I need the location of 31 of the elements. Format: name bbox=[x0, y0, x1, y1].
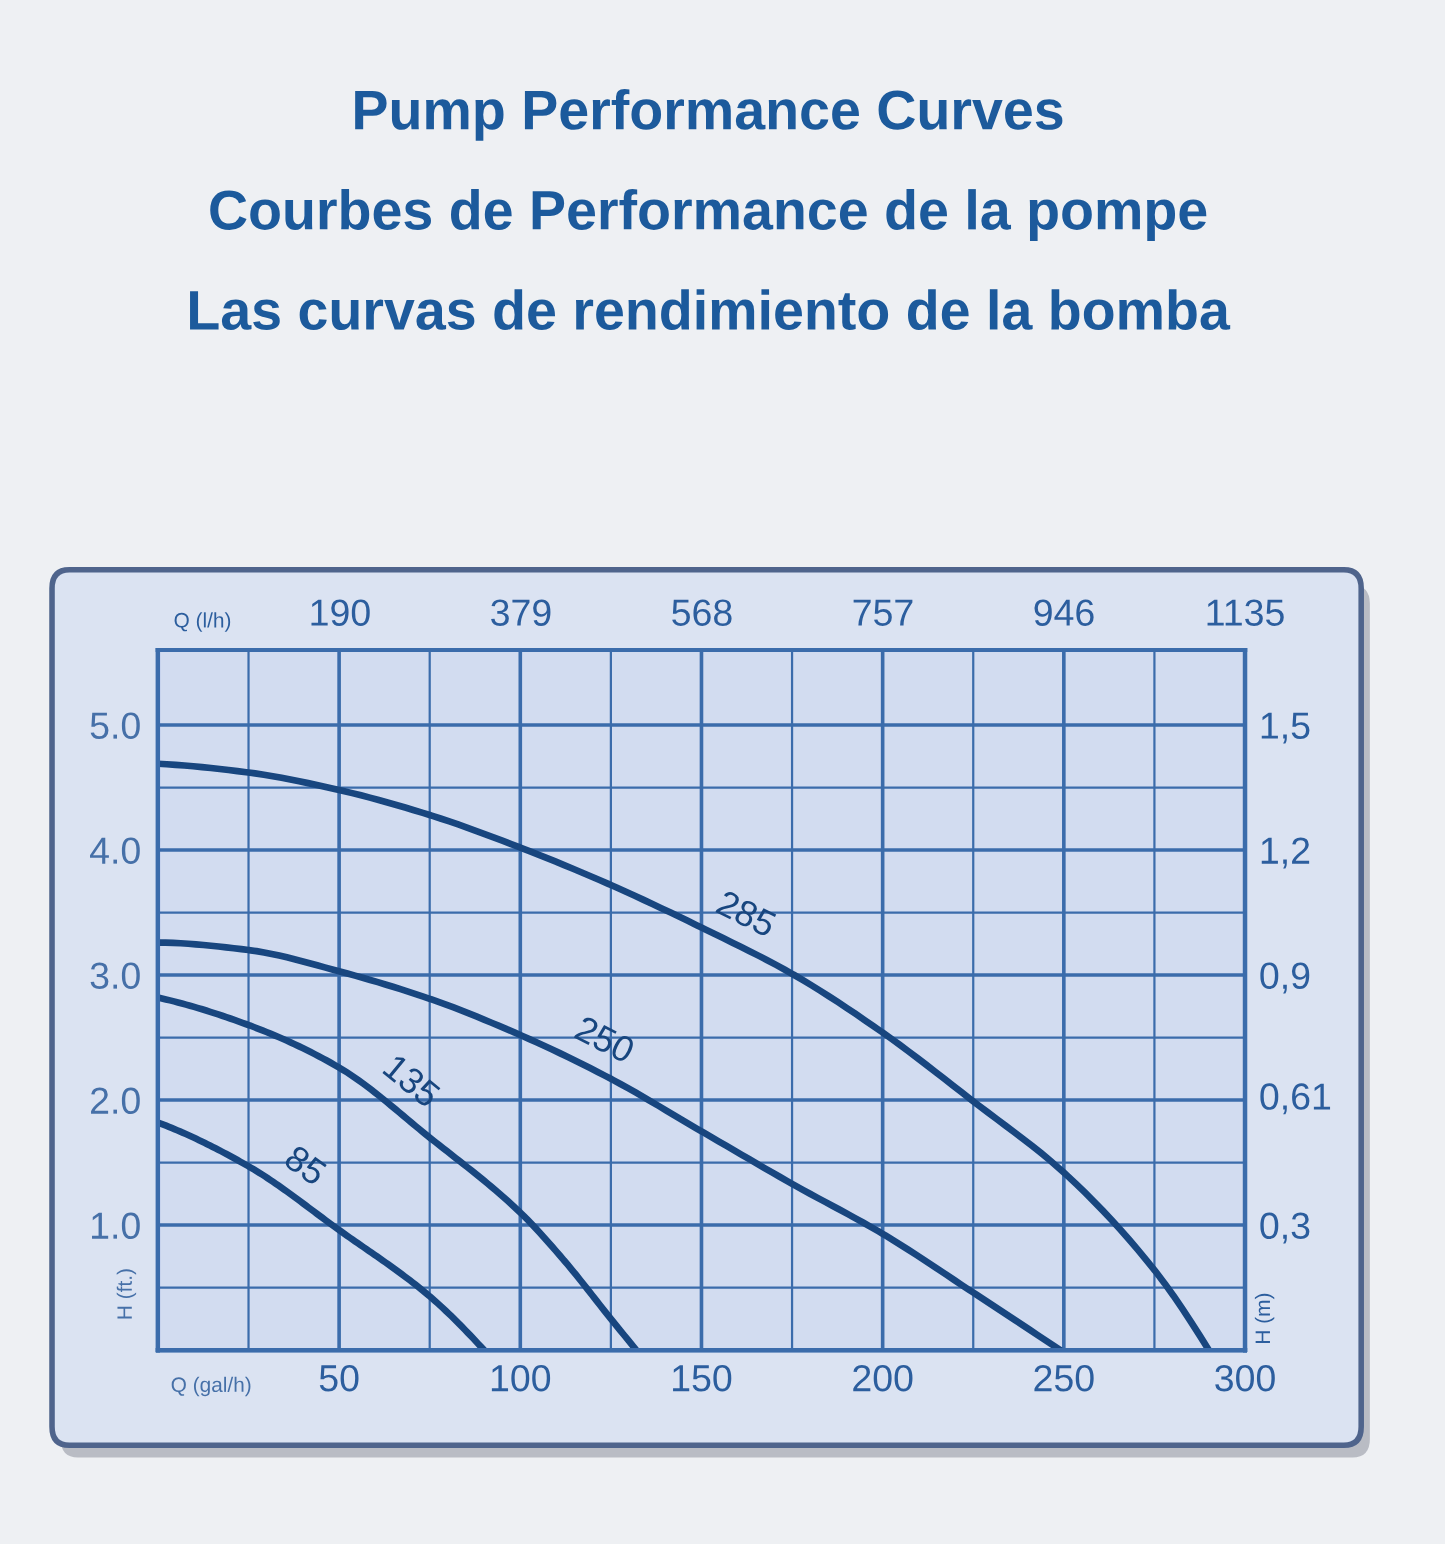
x-tick-label: 50 bbox=[319, 1364, 359, 1392]
y-tick-label: 2.0 bbox=[91, 1087, 140, 1115]
x-tick-label: 100 bbox=[491, 1364, 551, 1392]
y2-tick-label: 1,2 bbox=[1261, 837, 1310, 869]
text: 135 bbox=[382, 1053, 442, 1109]
text: 85 bbox=[283, 1144, 329, 1187]
y2-axis-title: H (m) bbox=[1254, 1293, 1275, 1343]
x2-tick-label: 379 bbox=[491, 599, 551, 626]
x2-axis-title: Q (l/h) bbox=[174, 612, 231, 632]
x2-tick-label: 946 bbox=[1034, 599, 1094, 626]
y-tick-label: 5.0 bbox=[90, 712, 140, 739]
x2-tick-label: 190 bbox=[311, 599, 370, 626]
x2-tick-label: 568 bbox=[672, 599, 732, 626]
text: 285 bbox=[715, 889, 778, 938]
y-tick-label: 4.0 bbox=[90, 837, 140, 864]
text: 250 bbox=[573, 1015, 637, 1064]
x2-tick-label: 757 bbox=[853, 599, 913, 626]
y2-tick-label: 0,61 bbox=[1260, 1083, 1331, 1115]
x-tick-label: 250 bbox=[1034, 1364, 1094, 1392]
x-tick-label: 200 bbox=[853, 1364, 913, 1392]
y2-tick-label: 0,9 bbox=[1260, 962, 1310, 994]
x2-tick-label: 1135 bbox=[1207, 599, 1284, 626]
x-tick-label: 300 bbox=[1215, 1364, 1275, 1392]
x-tick-label: 150 bbox=[673, 1364, 732, 1392]
y-tick-label: 1.0 bbox=[92, 1212, 140, 1240]
x-axis-title: Q (gal/h) bbox=[171, 1376, 251, 1397]
y-tick-label: 3.0 bbox=[90, 962, 140, 989]
y2-tick-label: 1,5 bbox=[1261, 712, 1310, 744]
chart-title: Pump Performance Curves Courbes de Performance de la pompe Las curvas de rendimiento de la bomba bbox=[190, 89, 1231, 331]
y2-tick-label: 0,3 bbox=[1260, 1212, 1310, 1244]
y-axis-title: H (ft.) bbox=[116, 1269, 137, 1319]
